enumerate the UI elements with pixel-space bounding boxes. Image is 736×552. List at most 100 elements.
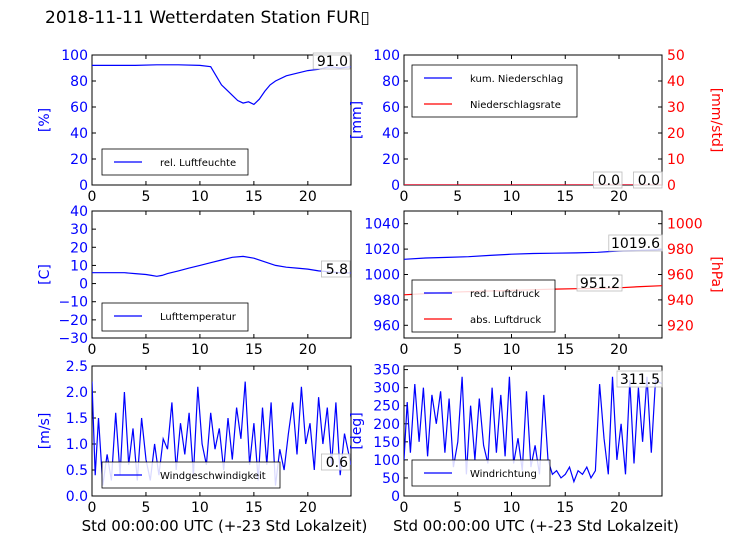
legend-box [411,64,578,118]
y-tick-label: 50 [382,471,400,487]
legend-box [101,302,249,332]
y-right-tick-label: 20 [667,126,685,142]
x-tick-label: 5 [141,342,150,358]
value-label: 5.8 [326,262,348,278]
x-tick-label: 20 [299,500,317,516]
y-tick-label: 100 [373,453,400,469]
legend-entry: Windrichtung [470,469,537,480]
x-tick-label: 10 [503,189,521,205]
value-label-right-box [593,171,623,189]
page-title: 2018-11-11 Wetterdaten Station FUR▯ [45,8,370,28]
y-tick-label: 10 [70,258,88,274]
plot-windspeed: 0 5 10 15 20 0.0 0.5 1.0 1.5 2.0 2.5 [m/s] Std 00:00… [37,359,367,535]
legend: kum. Niederschlag Niederschlagsrate [411,64,578,118]
y-right-tick-label: 0 [667,178,676,194]
plot-pressure: 0 5 10 15 20 960 980 1000 1020 1040 920 940 960 980 10… [364,210,724,358]
x-tick-label: 20 [610,189,628,205]
y-axis-label: [deg] [349,412,365,449]
y-tick-label: 350 [373,363,400,379]
x-tick-label: 0 [400,342,409,358]
y-right-tick-label: 50 [667,48,685,64]
value-label: 0.6 [326,455,348,471]
x-axis-label: Std 00:00:00 UTC (+-23 Std Lokalzeit) [82,517,368,535]
x-axis-label: Std 00:00:00 UTC (+-23 Std Lokalzeit) [393,517,679,535]
legend-entry: red. Luftdruck [470,289,540,300]
x-tick-label: 15 [245,189,263,205]
series-line-windgeschwindigkeit [92,381,351,486]
x-tick-label: 15 [556,342,574,358]
y-tick-label: −10 [58,295,88,311]
legend-entry: Windgeschwindigkeit [160,471,266,482]
value-label-box [608,234,663,252]
x-tick-label: 0 [88,500,97,516]
legend: Lufttemperatur [101,302,249,332]
legend: Windgeschwindigkeit [101,461,281,489]
y-tick-label: 200 [373,417,400,433]
legend-entry: Lufttemperatur [160,312,237,323]
y-right-tick-label: 10 [667,152,685,168]
y-tick-label: 150 [373,435,400,451]
y-tick-label: 300 [373,381,400,397]
value-label-right: 0.0 [598,173,620,189]
y-tick-label: 0 [391,178,400,194]
value-label-box [320,260,351,278]
y-tick-label: 1.0 [66,437,88,453]
y-tick-label: 40 [70,204,88,220]
y-axis-label: [%] [37,108,53,132]
legend-box [411,279,556,333]
legend-entry: abs. Luftdruck [470,315,541,326]
y-right-tick-label: 960 [667,268,694,284]
y-right-tick-label: 920 [667,318,694,334]
plot-frame [403,365,663,497]
plot-frame [91,54,352,186]
y-axis-label: [mm] [349,101,365,139]
y-axis-label: [m/s] [37,413,53,450]
value-label-box [320,453,351,471]
y-right-tick-label: 40 [667,74,685,90]
x-tick-label: 15 [556,189,574,205]
series-line-rel-luftfeuchte [92,64,351,106]
legend: rel. Luftfeuchte [101,148,249,176]
x-tick-label: 15 [556,500,574,516]
value-label-box [616,370,663,388]
series-line-lufttemperatur [92,255,351,277]
y-tick-label: 20 [382,152,400,168]
x-tick-label: 10 [191,500,209,516]
y-right-axis-label: [hPa] [708,256,724,292]
y-tick-label: 1040 [364,217,400,233]
y-tick-label: 0.0 [66,489,88,505]
x-tick-label: 10 [503,500,521,516]
x-tick-label: 5 [141,500,150,516]
x-tick-label: 5 [453,189,462,205]
plot-frame [91,210,352,339]
y-tick-label: 40 [382,126,400,142]
y-tick-label: 60 [382,100,400,116]
y-tick-label: 20 [70,152,88,168]
plot-humidity: 0 5 10 15 20 0 20 40 60 80 100 [%] rel. Luftfeuchte 9… [37,48,352,205]
y-tick-label: −20 [58,313,88,329]
plot-frame [91,365,352,497]
x-tick-label: 0 [88,342,97,358]
y-tick-label: 1000 [364,268,400,284]
x-tick-label: 0 [88,189,97,205]
x-tick-label: 10 [191,342,209,358]
legend: Windrichtung [411,459,551,487]
y-tick-label: 2.5 [66,359,88,375]
y-right-tick-label: 1000 [667,217,703,233]
y-tick-label: 1.5 [66,411,88,427]
legend-entry: kum. Niederschlag [470,74,563,85]
y-tick-label: −30 [58,331,88,347]
y-right-tick-label: 940 [667,293,694,309]
y-axis-label: [C] [37,264,53,285]
x-tick-label: 5 [141,189,150,205]
x-tick-label: 15 [245,342,263,358]
y-tick-label: 30 [70,222,88,238]
x-tick-label: 10 [503,342,521,358]
x-tick-label: 15 [245,500,263,516]
y-tick-label: 80 [382,74,400,90]
y-tick-label: 980 [373,293,400,309]
value-label-box [633,171,663,189]
value-label: 0.0 [638,173,660,189]
y-tick-label: 2.0 [66,385,88,401]
